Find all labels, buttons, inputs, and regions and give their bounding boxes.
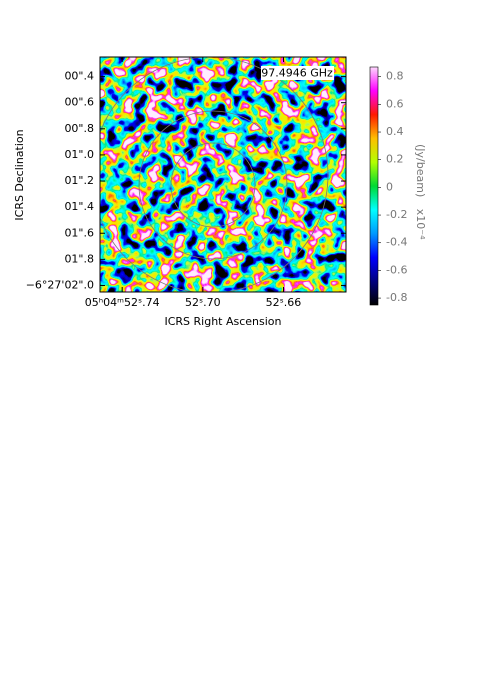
y-tick-label: 01".0 (64, 148, 94, 161)
x-tick-label: 05ʰ04ᵐ52ˢ.74 (85, 296, 160, 309)
colorbar-tick-label: -0.8 (386, 291, 407, 304)
colorbar-tick-label: 0.8 (386, 70, 404, 83)
colorbar (369, 66, 379, 306)
colorbar-tick-label: 0 (386, 180, 393, 193)
colorbar-tick-label: -0.2 (386, 208, 407, 221)
colorbar-scale: x10⁻⁴ (414, 209, 427, 240)
y-tick-label: −6°27'02".0 (26, 278, 94, 291)
y-tick-label: 00".6 (64, 96, 94, 109)
plot-frame (99, 56, 347, 293)
frequency-label: 97.4946 GHz (261, 67, 333, 80)
colorbar-tick-label: -0.4 (386, 236, 407, 249)
x-tick-label: 52ˢ.70 (185, 296, 221, 309)
colorbar-tick-label: 0.4 (386, 125, 404, 138)
y-tick-label: 00".8 (64, 122, 94, 135)
y-tick-label: 01".4 (64, 200, 94, 213)
y-axis-label: ICRS Declination (13, 129, 26, 220)
contours (100, 57, 329, 292)
y-tick-label: 01".8 (64, 252, 94, 265)
colorbar-tick-label: 0.6 (386, 97, 404, 110)
colorbar-tick-label: 0.2 (386, 153, 404, 166)
x-tick-label: 52ˢ.66 (266, 296, 302, 309)
colorbar-label: (Jy/beam) (414, 144, 427, 197)
y-tick-label: 00".4 (64, 70, 94, 83)
intensity-map (100, 57, 346, 292)
y-tick-label: 01".2 (64, 174, 94, 187)
annotation-box (261, 66, 334, 80)
colorbar-tick-label: -0.6 (386, 263, 407, 276)
y-tick-label: 01".6 (64, 226, 94, 239)
x-axis-label: ICRS Right Ascension (164, 315, 281, 328)
colorbar-title: (Jy/beam) x10⁻⁴ (414, 144, 427, 240)
